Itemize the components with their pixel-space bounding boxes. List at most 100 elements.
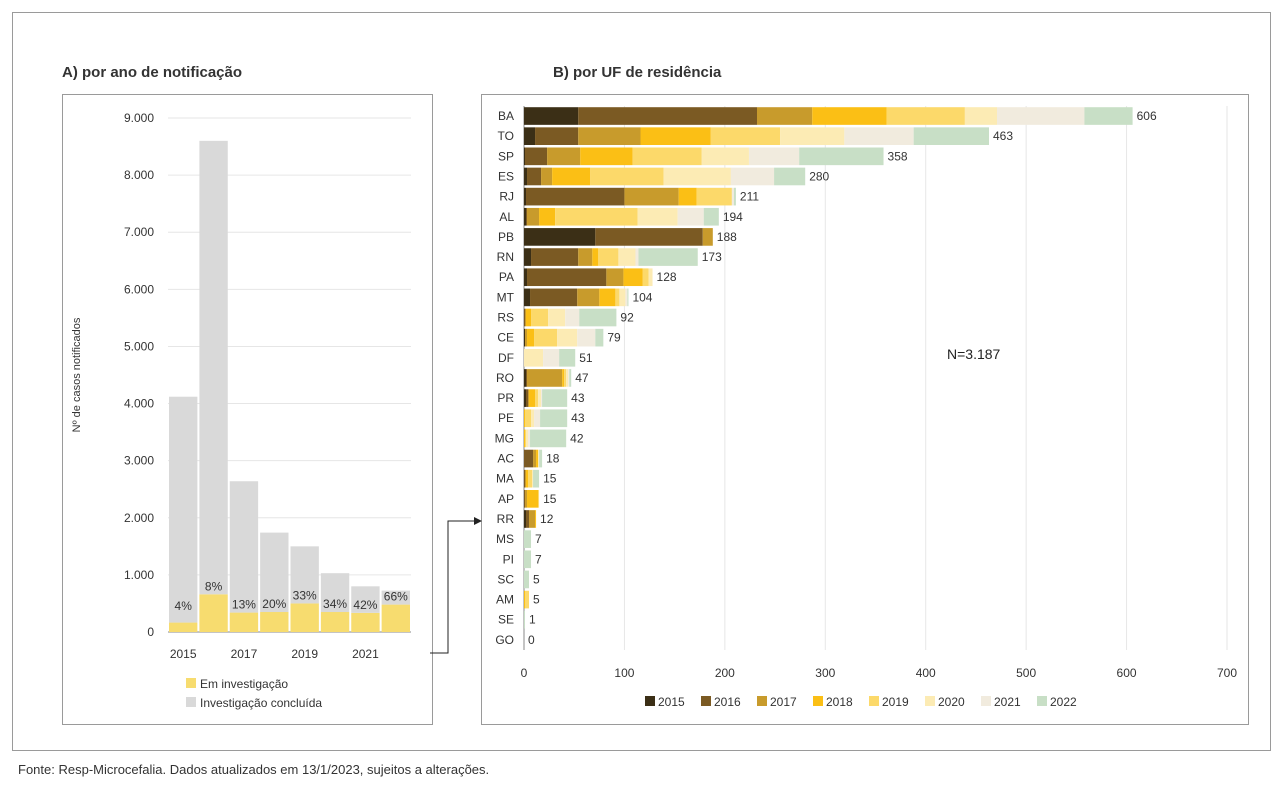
n-annotation: N=3.187: [947, 346, 1001, 362]
total-label: 194: [723, 210, 743, 224]
bar-segment-2021: [997, 107, 1085, 125]
bar-segment-2017: [547, 147, 581, 166]
bar-segment-2018: [526, 469, 529, 488]
bar-segment-2019: [525, 429, 527, 448]
legend-swatch: [186, 678, 196, 688]
bar-segment-2015: [524, 389, 527, 407]
total-label: 104: [632, 290, 652, 304]
percent-label: 13%: [232, 598, 256, 612]
legend-label: 2022: [1050, 695, 1077, 709]
bar-segment-2017: [525, 308, 527, 327]
bar-segment-2018: [599, 288, 616, 307]
bar-segment-2020: [637, 207, 678, 226]
legend-label: Em investigação: [200, 677, 288, 691]
bar-segment-2019: [538, 490, 540, 508]
bar-segment-2021: [534, 409, 541, 428]
chart-a-svg: 0 1.000 2.000 3.000 4.000 5.000 6.000 7.000 8.00…: [71, 111, 411, 710]
category-label: AL: [499, 210, 514, 224]
bar-segment-2019: [590, 167, 664, 186]
total-label: 51: [579, 351, 593, 365]
bar-segment-2018: [562, 369, 565, 387]
bar-segment-2018: [527, 490, 539, 508]
bar-segment-2022: [913, 127, 989, 145]
legend-swatch: [981, 696, 991, 706]
total-label: 79: [607, 331, 621, 345]
bar-segment-2021: [625, 288, 628, 307]
bar-segment-2021: [677, 207, 704, 226]
bar-segment-2015: [524, 268, 528, 287]
bar-em-investigacao: [260, 612, 289, 632]
bar-segment-2016: [526, 187, 625, 206]
bar-em-investigacao: [199, 594, 228, 632]
bar-segment-2021: [565, 308, 580, 327]
total-label: 606: [1137, 109, 1157, 123]
bar-segment-2020: [619, 288, 626, 307]
category-label: AM: [496, 593, 514, 607]
bar-segment-2016: [525, 147, 548, 166]
category-label: PB: [498, 230, 514, 244]
category-label: PI: [503, 552, 514, 566]
total-label: 5: [533, 593, 540, 607]
bar-segment-2019: [642, 268, 649, 287]
bar-segment-2017: [578, 127, 641, 145]
x-tick-label: 700: [1217, 666, 1237, 680]
bar-investigacao-concluida: [320, 573, 350, 613]
bar-segment-2016: [524, 490, 526, 508]
bar-segment-2022: [799, 147, 884, 166]
legend-swatch: [925, 696, 935, 706]
y-tick-label: 6.000: [124, 282, 154, 296]
bar-segment-2017: [525, 490, 528, 508]
category-label: AP: [498, 492, 514, 506]
bar-segment-2020: [964, 107, 998, 125]
bar-segment-2022: [533, 469, 540, 488]
x-tick-label: 200: [715, 666, 735, 680]
bar-segment-2020: [538, 389, 542, 407]
bar-segment-2018: [539, 207, 556, 226]
bar-segment-2021: [568, 369, 570, 387]
x-tick-label: 500: [1016, 666, 1036, 680]
bar-segment-2020: [548, 308, 566, 327]
bar-segment-2017: [527, 369, 563, 387]
legend-label: Investigação concluída: [200, 696, 322, 710]
percent-label: 66%: [384, 590, 408, 604]
total-label: 173: [702, 250, 722, 264]
total-label: 7: [535, 552, 542, 566]
bar-segment-2016: [524, 308, 526, 327]
bar-segment-2016: [526, 207, 528, 226]
bar-segment-2020: [663, 167, 731, 186]
chart-b-svg: 0 100 200 300 400 500 600 700 BA 606 TO 463 SP 358 ES 2…: [495, 106, 1237, 709]
bar-segment-2015: [524, 510, 527, 528]
panel-b: 0 100 200 300 400 500 600 700 BA 606 TO 463 SP 358 ES 2…: [481, 94, 1249, 725]
bar-segment-2021: [844, 127, 914, 145]
legend-swatch: [1037, 696, 1047, 706]
x-tick-label: 2021: [352, 647, 379, 661]
bar-segment-2016: [535, 127, 579, 145]
bar-segment-2015: [524, 107, 579, 125]
category-label: PR: [497, 391, 514, 405]
bar-segment-2019: [632, 147, 702, 166]
total-label: 5: [533, 572, 540, 586]
bar-segment-2021: [543, 348, 560, 367]
bar-em-investigacao: [381, 604, 410, 632]
category-label: ES: [498, 169, 514, 183]
total-label: 188: [717, 230, 737, 244]
bar-segment-2021: [731, 187, 734, 206]
bar-segment-2021: [577, 328, 596, 347]
bar-segment-2022: [627, 288, 629, 307]
bar-segment-2019: [598, 248, 619, 266]
legend-label: 2016: [714, 695, 741, 709]
total-label: 128: [657, 270, 677, 284]
bar-segment-2017: [756, 107, 813, 125]
bar-segment-2017: [529, 510, 536, 528]
bar-segment-2022: [542, 389, 568, 407]
bar-segment-2020: [524, 348, 544, 367]
total-label: 280: [809, 169, 829, 183]
bar-segment-2022: [579, 308, 617, 327]
bar-segment-2018: [552, 167, 591, 186]
x-tick-label: 2019: [291, 647, 318, 661]
bar-investigacao-concluida: [290, 546, 319, 604]
bar-segment-2022: [530, 429, 567, 448]
bar-investigacao-concluida: [169, 396, 198, 623]
panel-a-title: A) por ano de notificação: [62, 64, 243, 81]
category-label: GO: [495, 633, 514, 647]
